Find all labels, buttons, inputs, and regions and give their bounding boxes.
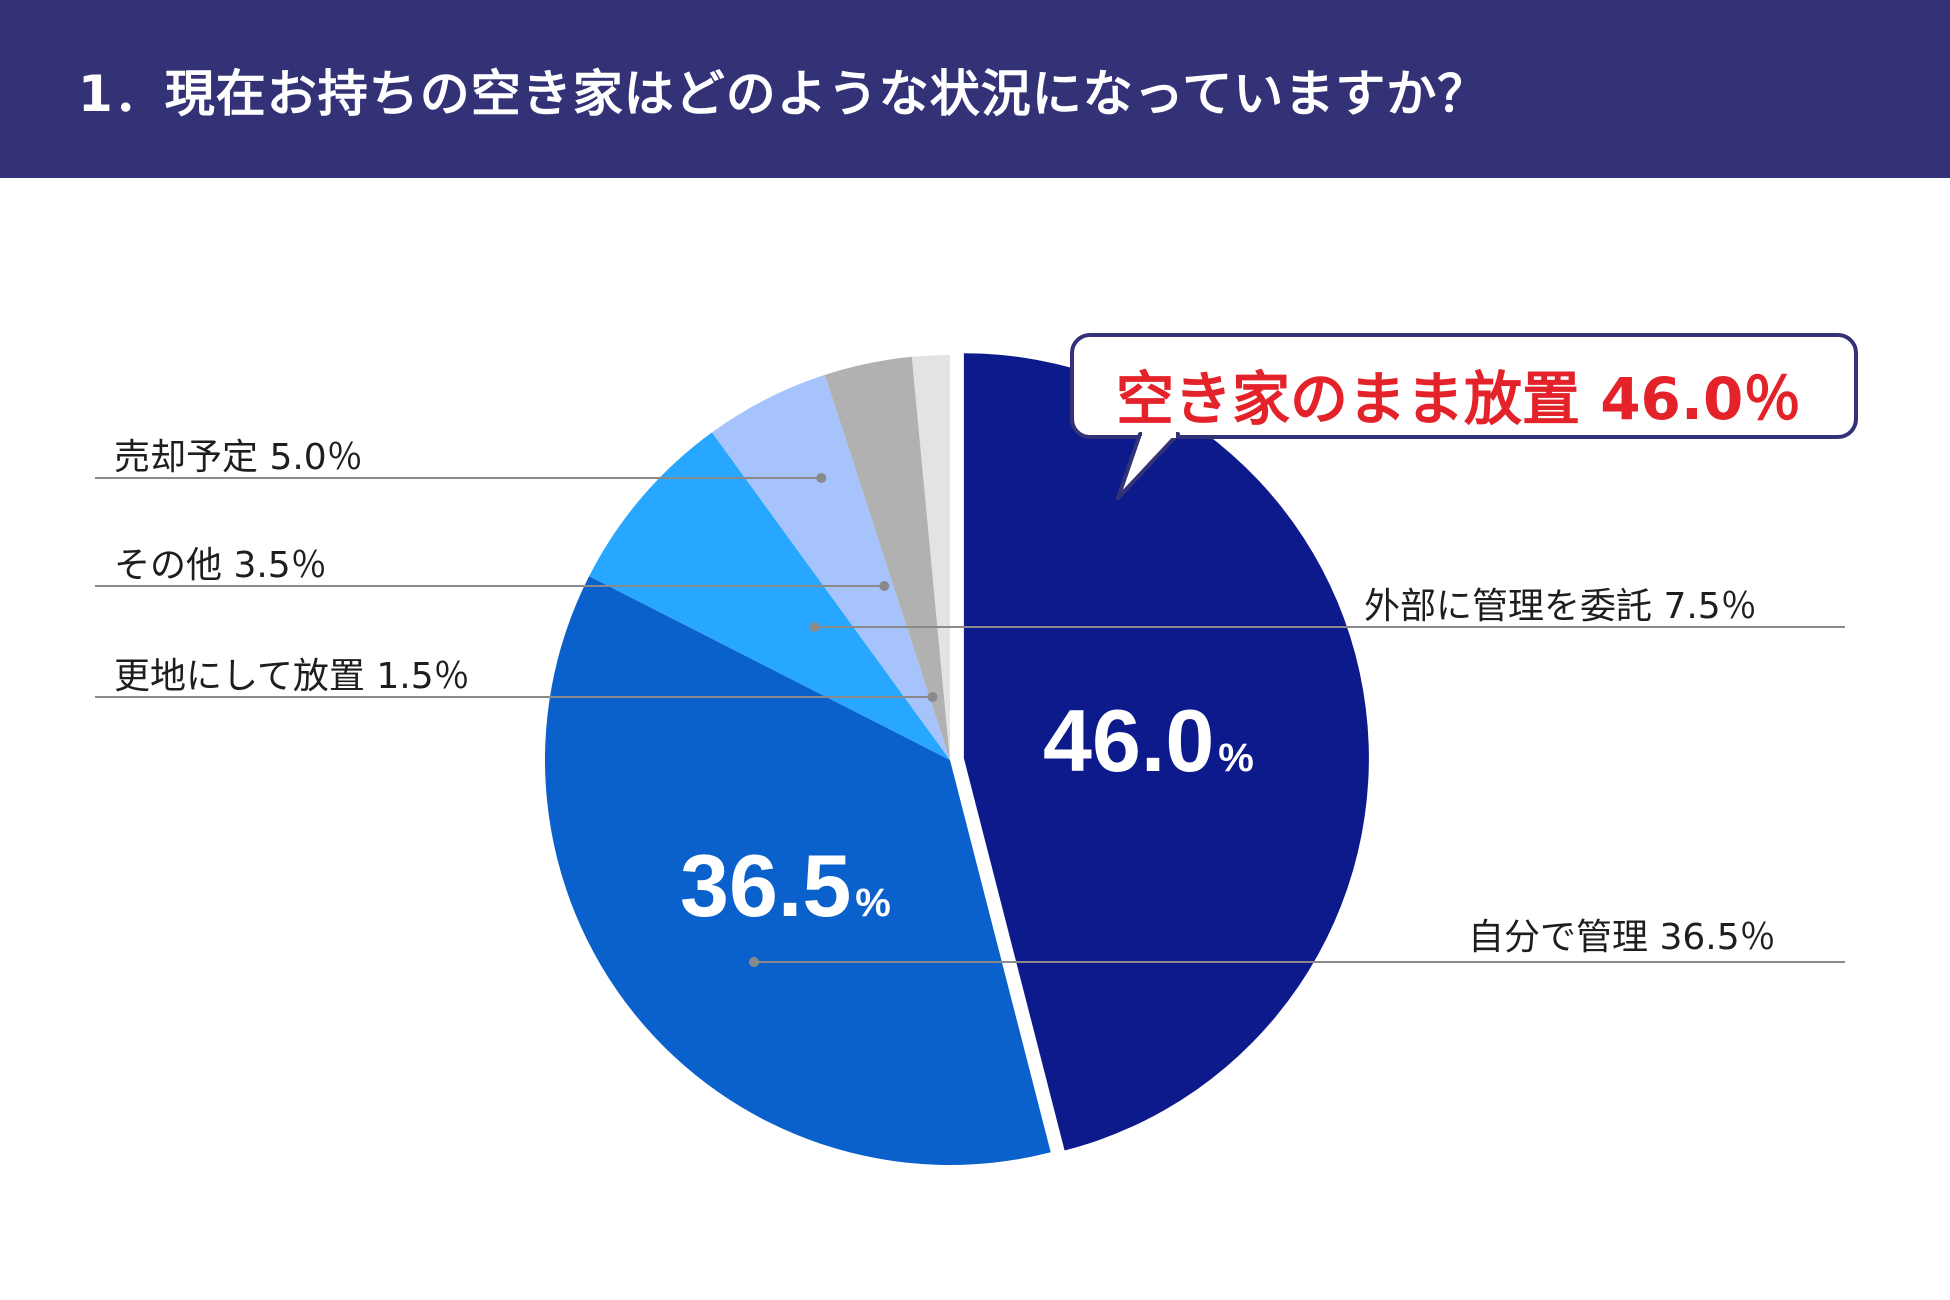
label-sell: 売却予定 5.0％ — [114, 437, 363, 478]
percent-sign: % — [855, 881, 891, 925]
callout-text: 空き家のまま放置 46.0％ — [1116, 365, 1802, 433]
leader-vacant-lot-dot — [927, 692, 938, 702]
slice-other — [824, 356, 950, 760]
value-label-vacant: 46.0% — [1043, 690, 1254, 792]
slice-vacant — [963, 353, 1369, 1151]
leader-outsourced-dot — [809, 622, 820, 632]
header-bar: 1．現在お持ちの空き家はどのような状況になっていますか？ — [0, 0, 1950, 178]
value-number: 46.0 — [1043, 691, 1215, 790]
label-other: その他 3.5％ — [114, 545, 327, 586]
callout-box — [1070, 333, 1858, 439]
leader-sell-dot — [816, 473, 827, 483]
page-title: 1．現在お持ちの空き家はどのような状況になっていますか？ — [78, 65, 1489, 123]
leader-other-dot — [879, 581, 890, 591]
label-outsourced: 外部に管理を委託 7.5％ — [1364, 586, 1757, 627]
slice-self-managed — [545, 576, 1051, 1165]
label-vacant-lot: 更地にして放置 1.5％ — [114, 656, 470, 697]
slice-sell — [711, 374, 950, 760]
slice-outsourced — [589, 432, 950, 760]
value-label-self: 36.5% — [680, 835, 891, 937]
leader-self-managed-dot — [749, 957, 760, 967]
label-self-managed: 自分で管理 36.5％ — [1468, 917, 1776, 958]
percent-sign: % — [1218, 736, 1254, 780]
value-number: 36.5 — [680, 836, 852, 935]
slice-vacant-lot — [911, 355, 950, 760]
